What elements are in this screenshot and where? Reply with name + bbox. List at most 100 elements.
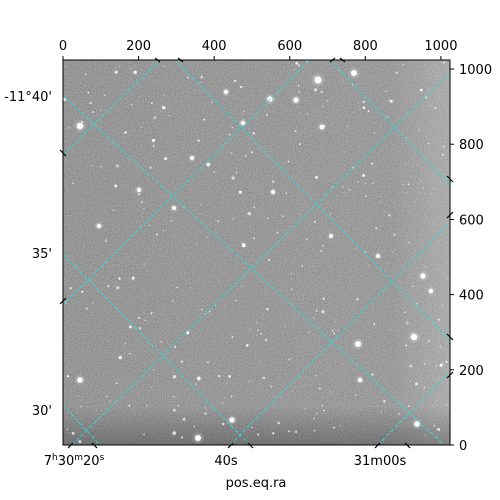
star [197,139,200,142]
star [218,281,220,283]
coord-tick [339,57,346,63]
star [75,412,77,414]
star [421,169,423,171]
star [333,426,335,429]
star [362,100,366,104]
star [146,404,148,406]
star [199,204,202,206]
star [331,186,334,188]
star [371,182,374,184]
star [138,327,142,330]
star [326,100,329,102]
star [367,264,370,267]
coord-tick [446,333,454,341]
star [151,102,153,104]
star [260,332,262,335]
star [322,125,325,128]
star [379,125,381,128]
coord-tick [446,175,454,183]
ra-label-7h30m20s: 7h30m20s [44,453,105,469]
star [107,284,110,288]
star [241,243,246,248]
star [84,84,86,86]
star [206,361,209,364]
star-halo [291,95,301,105]
star [398,413,400,415]
star [114,184,118,188]
star [294,130,297,133]
star [248,381,250,383]
star [133,70,137,75]
axis-ticks: 0 200 400 600 800 1000 0 200 400 600 800 1000 [59,39,492,454]
ra-hours: 7 [44,454,52,469]
star [288,359,290,361]
top-tick-label: 600 [277,39,302,54]
star [414,421,420,427]
star [379,201,382,203]
star [362,106,366,109]
star [118,355,123,360]
star [364,182,366,185]
star [305,238,308,240]
star [373,132,376,134]
star [87,91,90,94]
grid-line [229,222,450,445]
star [124,131,127,134]
star [81,290,84,293]
star [297,64,301,67]
star [322,105,324,107]
star [290,358,293,360]
star [405,321,409,325]
star [211,101,213,103]
star [347,125,349,127]
star [287,430,291,433]
star [408,242,410,244]
star [200,75,204,79]
right-tick-label: 600 [459,213,484,228]
star [313,417,315,420]
star [232,218,234,220]
top-tick-label: 0 [59,39,67,54]
star [313,317,315,319]
star-halo [418,271,428,281]
star [439,363,443,367]
star [112,209,115,211]
star [291,272,293,274]
star-halo [170,204,178,212]
star [409,380,411,382]
star [224,397,226,399]
star [365,362,367,364]
star [339,425,341,427]
star [332,330,334,332]
star-halo [269,188,277,196]
star [352,111,354,113]
star [266,114,269,116]
star [174,346,176,348]
star [320,90,323,94]
star [362,173,366,177]
star [231,176,235,180]
star [442,145,445,148]
star-halo [352,338,364,350]
star [117,378,119,380]
star [301,265,303,267]
star [172,408,176,412]
star-halo [348,67,360,79]
image-bottom-dark [63,60,450,445]
coord-tick [446,371,454,379]
coord-tick [91,442,98,449]
star [240,120,246,126]
star [223,89,229,95]
star [424,360,426,362]
star [437,378,440,381]
star [225,93,228,95]
star [405,137,407,139]
star [115,164,119,168]
grid-line [329,60,450,186]
star [425,96,428,99]
star [149,166,152,169]
star [213,171,216,173]
star [295,61,299,65]
star [203,118,206,121]
star [410,333,418,341]
